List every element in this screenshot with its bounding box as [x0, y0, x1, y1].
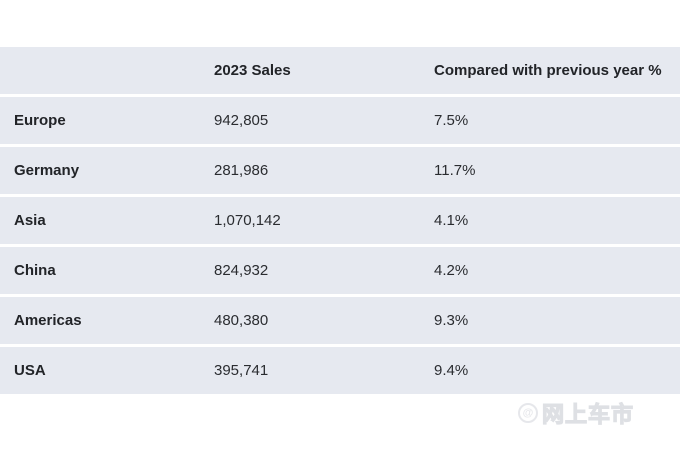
change-cell: 9.4% — [434, 347, 680, 394]
region-cell: Germany — [0, 147, 214, 194]
table-row: Asia 1,070,142 4.1% — [0, 197, 680, 244]
header-change: Compared with previous year % — [434, 47, 680, 94]
table-header-row: 2023 Sales Compared with previous year % — [0, 47, 680, 94]
change-cell: 9.3% — [434, 297, 680, 344]
table-row: Americas 480,380 9.3% — [0, 297, 680, 344]
table-row: China 824,932 4.2% — [0, 247, 680, 294]
watermark: @ 网上车市 — [518, 398, 635, 429]
sales-table-container: 2023 Sales Compared with previous year %… — [0, 47, 680, 397]
region-cell: China — [0, 247, 214, 294]
region-cell: USA — [0, 347, 214, 394]
region-cell: Americas — [0, 297, 214, 344]
at-sign-icon: @ — [518, 403, 538, 423]
region-cell: Asia — [0, 197, 214, 244]
change-cell: 4.1% — [434, 197, 680, 244]
sales-cell: 480,380 — [214, 297, 434, 344]
sales-cell: 281,986 — [214, 147, 434, 194]
sales-cell: 395,741 — [214, 347, 434, 394]
change-cell: 7.5% — [434, 97, 680, 144]
table-row: USA 395,741 9.4% — [0, 347, 680, 394]
header-region — [0, 47, 214, 94]
watermark-text: 网上车市 — [541, 402, 635, 428]
sales-cell: 1,070,142 — [214, 197, 434, 244]
change-cell: 11.7% — [434, 147, 680, 194]
sales-cell: 824,932 — [214, 247, 434, 294]
sales-table: 2023 Sales Compared with previous year %… — [0, 44, 680, 397]
sales-cell: 942,805 — [214, 97, 434, 144]
region-cell: Europe — [0, 97, 214, 144]
table-row: Germany 281,986 11.7% — [0, 147, 680, 194]
change-cell: 4.2% — [434, 247, 680, 294]
table-row: Europe 942,805 7.5% — [0, 97, 680, 144]
header-sales: 2023 Sales — [214, 47, 434, 94]
